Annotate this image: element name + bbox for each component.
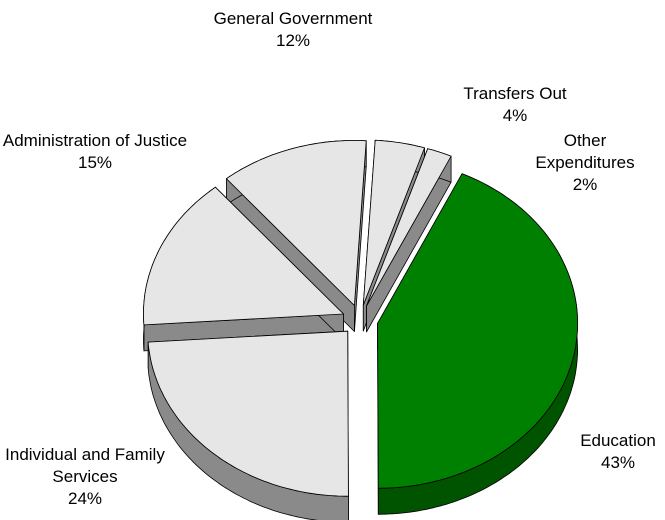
value-label: 4% xyxy=(502,106,528,125)
slice-top xyxy=(147,330,349,497)
pie-slice xyxy=(143,186,344,352)
slice-top xyxy=(366,148,452,307)
slice-label: Administration of Justice 15% xyxy=(0,130,190,174)
slice-top xyxy=(226,140,367,306)
value-label: 24% xyxy=(67,489,103,508)
category-label: Transfers Out xyxy=(463,84,567,103)
slice-label: Other Expenditures 2% xyxy=(525,130,645,196)
slice-label: Individual and Family Services 24% xyxy=(0,444,170,510)
slice-top xyxy=(143,186,344,326)
category-label: Individual and Family Services xyxy=(5,445,165,486)
slice-top xyxy=(377,173,578,489)
category-label: General Government xyxy=(213,9,373,28)
value-label: 15% xyxy=(77,153,113,172)
slice-label: General Government 12% xyxy=(213,8,373,52)
category-label: Other Expenditures xyxy=(535,131,635,172)
value-label: 43% xyxy=(600,453,636,472)
slice-top xyxy=(362,139,425,306)
pie-slice xyxy=(366,148,452,333)
value-label: 12% xyxy=(275,31,311,50)
value-label: 2% xyxy=(572,175,598,194)
category-label: Education xyxy=(580,431,656,450)
category-label: Administration of Justice xyxy=(2,131,188,150)
slice-label: Transfers Out 4% xyxy=(435,83,595,127)
pie-slice xyxy=(377,173,578,515)
slice-label: Education 43% xyxy=(563,430,665,474)
pie-slice xyxy=(147,330,349,520)
